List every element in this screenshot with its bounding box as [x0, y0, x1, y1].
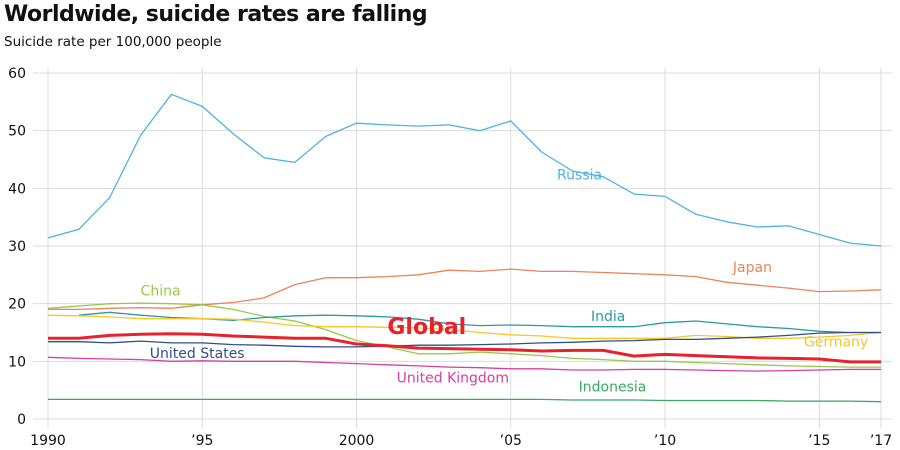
y-tick-label: 60	[8, 66, 26, 82]
series-label-japan: Japan	[732, 260, 772, 276]
series-line-india	[78, 311, 881, 334]
series-label-germany: Germany	[804, 334, 868, 350]
chart-title: Worldwide, suicide rates are falling	[4, 2, 428, 27]
y-axis-tick-labels: 0 10 20 30 40 50 60	[8, 66, 26, 428]
x-tick-label: 2000	[339, 433, 375, 449]
series-line-japan	[48, 268, 882, 311]
y-tick-label: 0	[17, 412, 26, 428]
y-tick-label: 20	[8, 297, 26, 313]
series-label-china: China	[141, 284, 181, 300]
series-line-global	[48, 332, 881, 364]
series-label-united-kingdom: United Kingdom	[397, 371, 509, 387]
y-tick-label: 40	[8, 181, 26, 197]
x-tick-label: ’05	[500, 433, 522, 449]
x-axis-tick-labels: 1990 ’95 2000 ’05 ’10 ’15 ’17	[30, 433, 892, 449]
x-tick-label: 1990	[30, 433, 66, 449]
series-line-united-kingdom	[47, 356, 881, 372]
x-tick-label: ’15	[808, 433, 830, 449]
series-label-russia: Russia	[557, 168, 602, 184]
series-line-united-states	[48, 331, 881, 348]
y-tick-label: 50	[8, 124, 26, 140]
x-tick-label: ’17	[870, 433, 892, 449]
x-tick-label: ’10	[654, 433, 676, 449]
series-label-united-states: United States	[150, 346, 245, 362]
series-label-indonesia: Indonesia	[579, 379, 647, 395]
series-line-indonesia	[48, 398, 882, 403]
series-lines	[47, 93, 882, 403]
series-labels: Russia Japan China India Germany Global United…	[141, 168, 869, 396]
x-tick-label: ’95	[191, 433, 213, 449]
series-line-china	[47, 302, 881, 368]
series-label-india: India	[591, 309, 625, 325]
vertical-gridlines	[47, 68, 882, 428]
series-label-global: Global	[387, 315, 466, 340]
series-line-russia	[47, 93, 882, 247]
y-tick-label: 10	[8, 354, 26, 370]
chart-subtitle: Suicide rate per 100,000 people	[4, 34, 222, 50]
y-tick-label: 30	[8, 239, 26, 255]
